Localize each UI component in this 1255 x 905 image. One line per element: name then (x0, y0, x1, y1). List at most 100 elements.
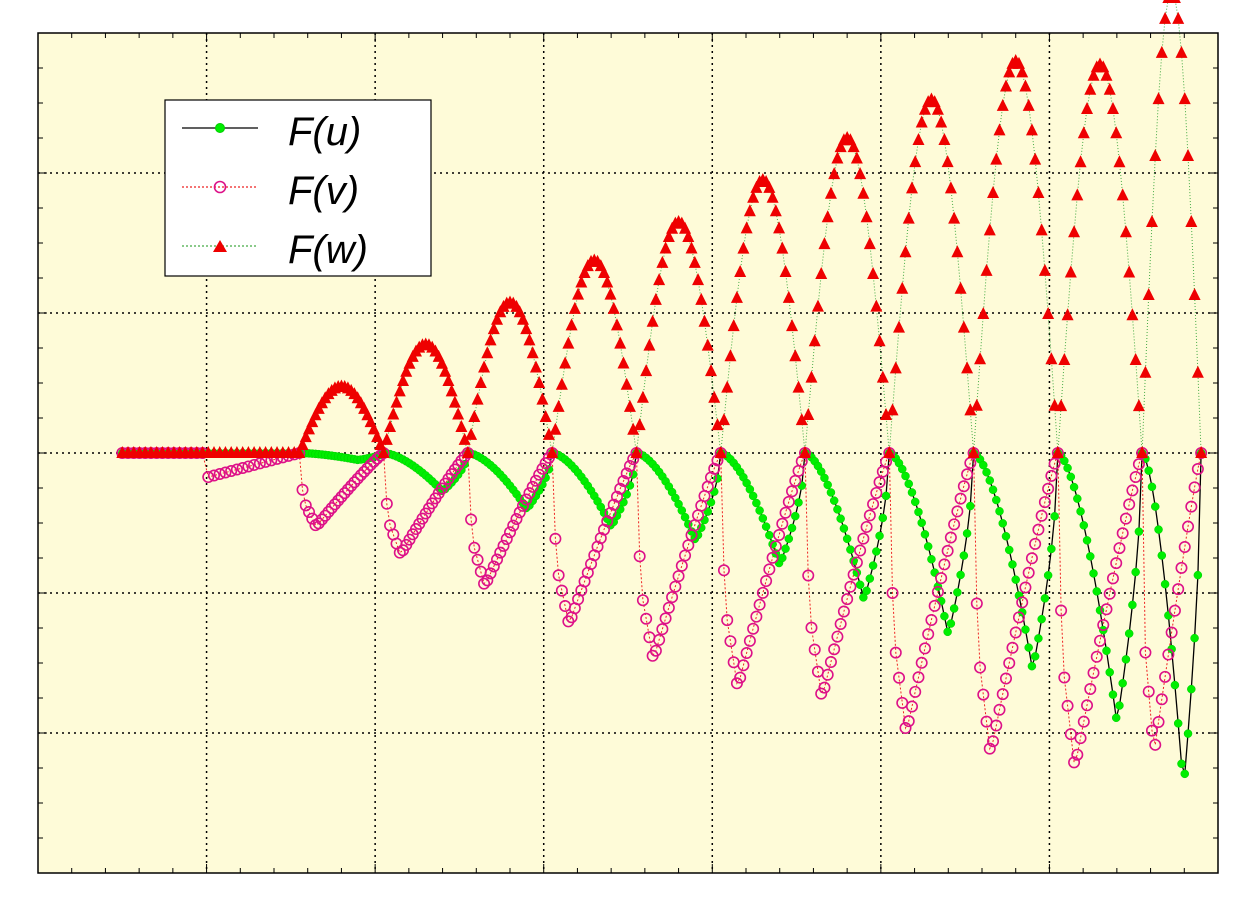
data-point-w (400, 364, 413, 377)
data-point-u (1147, 482, 1157, 492)
data-point-w (727, 319, 740, 332)
data-point-v (837, 605, 850, 618)
data-point-v (325, 502, 338, 515)
data-point-w (792, 380, 805, 393)
data-point-w (1155, 45, 1168, 58)
data-point-u (1024, 643, 1033, 652)
data-point-v (497, 539, 510, 552)
data-point-v (315, 513, 328, 526)
data-point-v (948, 518, 961, 531)
data-point-w (918, 102, 931, 115)
data-point-u (927, 554, 936, 564)
data-point-w (931, 102, 944, 115)
data-point-w (1129, 353, 1142, 366)
data-point-w (734, 264, 747, 277)
data-point-u (1063, 463, 1072, 473)
data-point-v (202, 471, 215, 484)
data-point-v (296, 483, 309, 496)
data-point-v (1116, 527, 1129, 540)
data-point-w (1119, 225, 1132, 238)
data-point-v (299, 499, 312, 512)
data-point-w (967, 446, 980, 458)
data-point-u (826, 488, 836, 497)
data-point-w (526, 346, 539, 359)
data-point-v (1016, 596, 1029, 609)
data-point-v (1012, 611, 1025, 624)
data-point-v (666, 591, 679, 604)
data-point-v (999, 672, 1012, 685)
data-point-v (529, 474, 542, 487)
data-point-w (617, 356, 630, 369)
data-point-v (653, 633, 666, 646)
data-point-u (829, 496, 839, 505)
data-point-v (1081, 699, 1094, 712)
data-point-w (831, 151, 844, 164)
data-point-v (503, 526, 516, 539)
data-point-v (808, 643, 821, 656)
data-point-v (850, 556, 863, 569)
legend-label-v: F(v) (288, 169, 359, 213)
data-point-w (970, 398, 983, 411)
data-point-u (940, 611, 949, 621)
data-point-w (905, 181, 918, 194)
data-point-u (1076, 507, 1085, 516)
data-point-w (698, 314, 711, 327)
data-point-w (873, 334, 886, 347)
data-point-v (1185, 500, 1198, 513)
data-point-v (734, 671, 747, 684)
data-point-u (706, 498, 716, 507)
data-point-w (1168, 0, 1181, 4)
data-point-w (491, 312, 504, 325)
data-point-u (1082, 536, 1092, 545)
data-point-v (207, 469, 220, 482)
data-point-w (646, 314, 659, 327)
data-point-v (1029, 537, 1042, 550)
data-point-u (962, 529, 972, 538)
data-point-w (465, 427, 478, 440)
data-point-u (949, 604, 959, 613)
data-point-w (795, 413, 808, 426)
data-point-v (805, 621, 818, 634)
data-point-v (478, 577, 491, 590)
data-point-u (748, 491, 758, 501)
data-point-v (854, 544, 867, 557)
data-point-u (966, 501, 975, 511)
data-point-u (1066, 472, 1076, 482)
data-point-w (468, 409, 481, 422)
data-point-w (876, 370, 889, 383)
series-w-markers (116, 0, 1208, 458)
data-point-u (872, 547, 881, 556)
data-point-w (747, 190, 760, 203)
data-point-v (909, 685, 922, 698)
data-point-v (925, 613, 938, 626)
data-point-w (954, 281, 967, 294)
data-point-u (943, 627, 952, 637)
data-point-w (575, 275, 588, 288)
data-point-w (766, 190, 779, 203)
data-point-v (1103, 587, 1116, 600)
data-point-v (1074, 732, 1087, 745)
data-point-u (1154, 525, 1163, 534)
data-point-w (1038, 263, 1051, 276)
data-point-w (1191, 365, 1204, 378)
data-point-w (912, 132, 925, 145)
data-point-w (1159, 11, 1172, 24)
data-point-w (828, 167, 841, 180)
data-point-w (539, 409, 552, 422)
data-point-v (786, 485, 799, 498)
data-point-v (1145, 724, 1158, 737)
data-point-u (995, 506, 1004, 516)
data-point-u (910, 497, 920, 507)
data-point-v (484, 567, 497, 580)
data-point-v (721, 614, 734, 627)
data-point-w (1123, 265, 1136, 278)
data-point-w (996, 98, 1009, 111)
data-point-w (977, 306, 990, 319)
data-point-v (361, 462, 374, 475)
data-point-v (990, 719, 1003, 732)
data-point-v (831, 630, 844, 643)
data-point-w (993, 123, 1006, 136)
data-point-v (1119, 512, 1132, 525)
data-point-w (607, 301, 620, 314)
data-point-v (1110, 557, 1123, 570)
